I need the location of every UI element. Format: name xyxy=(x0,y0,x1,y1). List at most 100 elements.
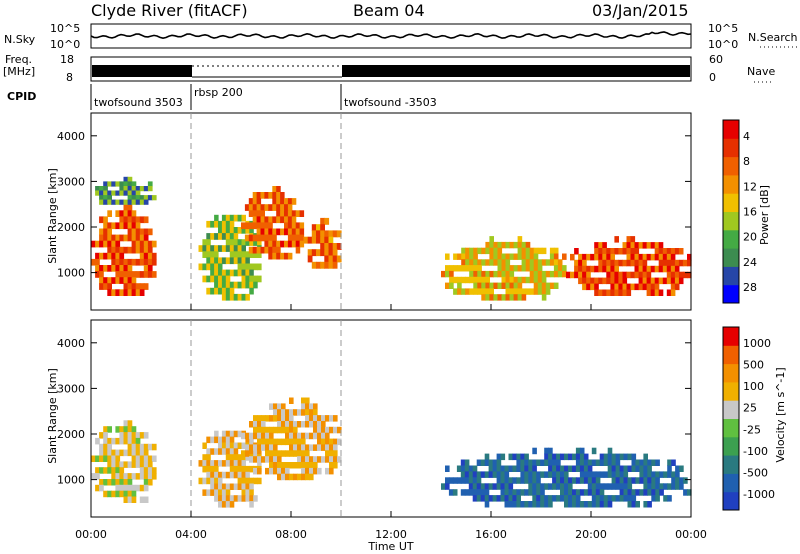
echo-cell xyxy=(287,216,293,224)
echo-cell xyxy=(297,421,302,428)
echo-cell xyxy=(276,192,281,199)
echo-cell xyxy=(578,259,583,267)
echo-cell xyxy=(115,426,121,433)
echo-cell xyxy=(631,495,637,502)
echo-cell xyxy=(603,495,609,502)
echo-cell xyxy=(607,453,613,461)
echo-cell xyxy=(99,455,104,462)
echo-cell xyxy=(229,471,235,479)
echo-cell xyxy=(674,271,680,279)
echo-cell xyxy=(111,449,116,457)
echo-cell xyxy=(225,269,231,277)
echo-cell xyxy=(241,269,246,277)
echo-cell xyxy=(587,471,593,478)
echo-cell xyxy=(564,453,569,461)
echo-cell xyxy=(268,240,273,248)
echo-cell xyxy=(646,265,652,273)
echo-cell xyxy=(557,270,563,278)
echo-cell xyxy=(252,234,258,242)
echo-cell xyxy=(131,210,137,217)
colorbar-swatch xyxy=(723,211,739,231)
echo-cell xyxy=(598,265,603,273)
echo-cell xyxy=(540,471,545,478)
echo-cell xyxy=(221,275,227,283)
echo-cell xyxy=(683,477,688,484)
echo-cell xyxy=(210,251,215,258)
echo-cell xyxy=(147,228,153,236)
echo-cell xyxy=(264,204,269,211)
echo-cell xyxy=(99,199,104,205)
echo-cell xyxy=(485,247,490,255)
colorbar-swatch xyxy=(723,248,739,267)
echo-cell xyxy=(537,265,543,272)
echo-cell xyxy=(257,251,262,258)
echo-cell xyxy=(210,448,215,455)
echo-cell xyxy=(533,259,539,266)
echo-cell xyxy=(264,234,269,242)
echo-cell xyxy=(544,447,549,455)
echo-cell xyxy=(147,195,153,201)
echo-cell xyxy=(611,495,617,502)
echo-cell xyxy=(233,448,239,455)
echo-cell xyxy=(445,270,450,278)
echo-cell xyxy=(449,265,454,272)
echo-cell xyxy=(218,220,223,228)
echo-cell xyxy=(500,465,506,472)
echo-cell xyxy=(521,288,527,295)
echo-cell xyxy=(316,230,321,238)
echo-cell xyxy=(574,265,579,273)
echo-cell xyxy=(111,277,116,284)
echo-cell xyxy=(281,415,286,422)
echo-cell xyxy=(533,276,539,284)
echo-cell xyxy=(508,501,514,508)
echo-cell xyxy=(265,450,270,457)
freq-tick-top: 18 xyxy=(60,53,74,66)
echo-cell xyxy=(329,450,334,457)
echo-cell xyxy=(662,265,668,273)
echo-cell xyxy=(568,477,573,484)
echo-cell xyxy=(253,239,258,246)
echo-cell xyxy=(147,461,153,468)
echo-cell xyxy=(107,246,112,254)
echo-cell xyxy=(297,432,302,440)
echo-cell xyxy=(289,473,294,481)
echo-cell xyxy=(273,438,278,446)
echo-cell xyxy=(607,495,613,502)
echo-cell xyxy=(285,432,290,440)
echo-cell xyxy=(253,477,258,485)
echo-cell xyxy=(131,216,137,224)
echo-cell xyxy=(324,249,330,257)
echo-cell xyxy=(115,484,121,492)
echo-cell xyxy=(273,456,278,463)
echo-cell xyxy=(127,271,133,278)
echo-cell xyxy=(151,271,157,278)
colorbar-swatch xyxy=(723,473,739,493)
echo-cell xyxy=(496,477,502,484)
echo-cell xyxy=(210,436,215,444)
echo-cell xyxy=(305,403,310,410)
echo-cell xyxy=(497,259,503,266)
echo-cell xyxy=(135,216,141,224)
echo-cell xyxy=(532,465,537,472)
echo-cell xyxy=(229,460,235,467)
echo-cell xyxy=(501,276,507,284)
echo-cell xyxy=(560,477,565,484)
echo-cell xyxy=(225,436,231,444)
echo-cell xyxy=(225,239,231,246)
echo-cell xyxy=(587,501,593,508)
echo-cell xyxy=(586,253,591,261)
echo-cell xyxy=(273,462,278,469)
echo-cell xyxy=(583,501,589,508)
echo-cell xyxy=(606,259,611,267)
echo-cell xyxy=(311,224,317,232)
echo-cell xyxy=(135,289,141,296)
echo-cell xyxy=(642,242,648,249)
echo-cell xyxy=(333,426,338,434)
echo-cell xyxy=(603,459,609,466)
echo-cell xyxy=(610,277,615,285)
echo-cell xyxy=(210,471,215,479)
echo-cell xyxy=(317,438,322,446)
echo-cell xyxy=(316,224,321,232)
echo-cell xyxy=(103,181,108,187)
echo-cell xyxy=(332,243,338,250)
